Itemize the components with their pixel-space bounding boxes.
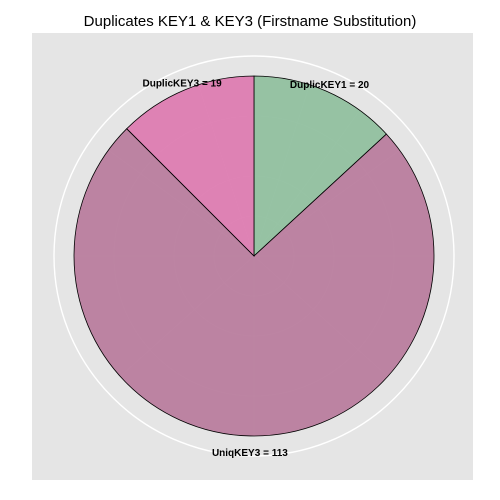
- slice-label-duplickey3: DuplicKEY3 = 19: [142, 78, 222, 89]
- slices-layer: [73, 75, 435, 437]
- slice-label-duplickey1: DuplicKEY1 = 20: [290, 80, 370, 91]
- slice-label-uniqkey3: UniqKEY3 = 113: [212, 448, 288, 459]
- labels-layer: DuplicKEY1 = 20 UniqKEY3 = 113 DuplicKEY3 …: [142, 78, 369, 459]
- slice-uniqkey3: [73, 128, 435, 437]
- chart-title: Duplicates KEY1 & KEY3 (Firstname Substi…: [83, 13, 417, 30]
- slice-duplickey1: [253, 75, 387, 257]
- outer-grid-circle: [53, 55, 455, 457]
- slice-duplickey3: [126, 75, 255, 257]
